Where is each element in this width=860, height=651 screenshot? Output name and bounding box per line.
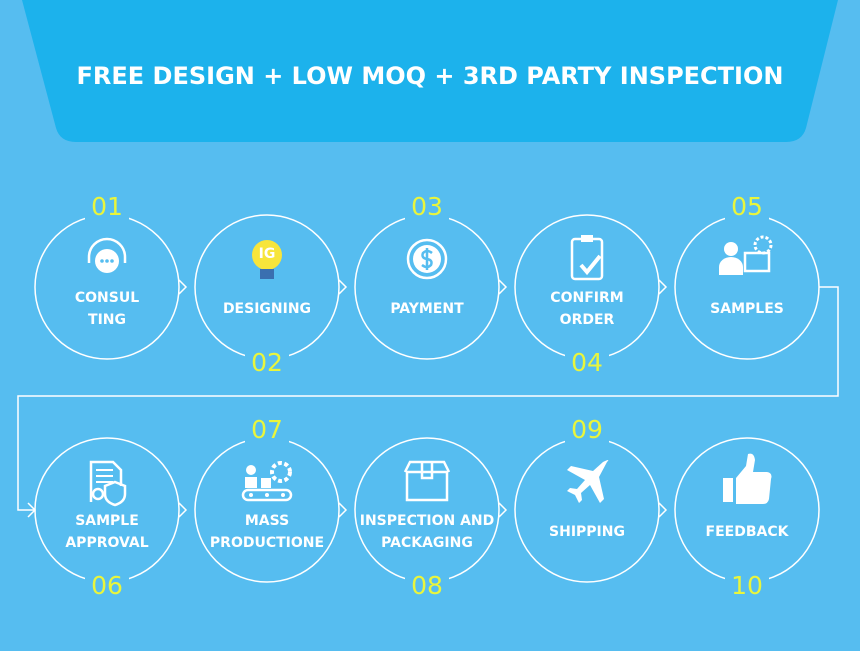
icon bbox=[252, 240, 282, 270]
icon bbox=[110, 259, 114, 263]
arrow bbox=[338, 502, 348, 518]
step-label: SHIPPING bbox=[549, 524, 625, 540]
arrow bbox=[658, 279, 668, 295]
step-label: PAYMENT bbox=[390, 301, 464, 317]
step-label: ORDER bbox=[560, 312, 615, 328]
icon bbox=[736, 453, 772, 504]
arrow bbox=[498, 279, 508, 295]
icon bbox=[723, 478, 733, 502]
number-bg bbox=[725, 194, 769, 222]
step-label: CONSUL bbox=[75, 290, 139, 306]
step-number: 01 bbox=[91, 192, 123, 221]
steps: 01 CONSUL TING 02 IG DESIGNING 03 PAYMENT 04 CONF… bbox=[27, 192, 820, 601]
icon bbox=[567, 460, 609, 503]
icon bbox=[743, 251, 771, 273]
number-bg bbox=[245, 350, 289, 378]
number-bg bbox=[85, 573, 129, 601]
icon bbox=[91, 487, 105, 501]
step-number: 08 bbox=[411, 571, 443, 600]
arrow bbox=[178, 279, 188, 295]
step-number: 09 bbox=[571, 415, 603, 444]
step-label: SAMPLES bbox=[710, 301, 784, 317]
icon bbox=[100, 259, 104, 263]
icon bbox=[260, 269, 274, 279]
icon bbox=[581, 235, 593, 242]
step-label: DESIGNING bbox=[223, 301, 311, 317]
icon bbox=[405, 470, 449, 502]
step-number: 02 bbox=[251, 348, 283, 377]
icon bbox=[261, 478, 271, 488]
step-label: FEEDBACK bbox=[706, 524, 790, 540]
number-bg bbox=[725, 573, 769, 601]
icon bbox=[103, 480, 127, 507]
step-label: TING bbox=[88, 312, 126, 328]
arrow bbox=[498, 502, 508, 518]
icon bbox=[246, 465, 256, 475]
title: FREE DESIGN + LOW MOQ + 3RD PARTY INSPEC… bbox=[77, 62, 784, 90]
icon bbox=[265, 493, 269, 497]
icon bbox=[719, 257, 743, 275]
number-bg bbox=[405, 573, 449, 601]
icon bbox=[406, 238, 448, 280]
icon bbox=[87, 237, 127, 263]
icon bbox=[245, 477, 257, 488]
icon bbox=[421, 248, 433, 270]
step-label: CONFIRM bbox=[550, 290, 623, 306]
step-label: PRODUCTIONE bbox=[210, 535, 324, 551]
step-number: 05 bbox=[731, 192, 763, 221]
icon bbox=[89, 460, 123, 502]
icon bbox=[579, 254, 602, 276]
icon bbox=[249, 493, 253, 497]
icon bbox=[105, 259, 109, 263]
number-bg bbox=[565, 417, 609, 445]
step-label: SAMPLE bbox=[75, 513, 139, 529]
icon bbox=[403, 460, 451, 480]
step-number: 06 bbox=[91, 571, 123, 600]
step-number: 03 bbox=[411, 192, 443, 221]
step-label: APPROVAL bbox=[65, 535, 148, 551]
icon bbox=[270, 461, 292, 483]
arrow bbox=[338, 279, 348, 295]
number-bg bbox=[405, 194, 449, 222]
icon bbox=[724, 242, 738, 256]
icon-text: IG bbox=[259, 246, 276, 262]
banner bbox=[22, 0, 838, 142]
step-number: 07 bbox=[251, 415, 283, 444]
arrow bbox=[658, 502, 668, 518]
icon bbox=[281, 493, 285, 497]
step-label: MASS bbox=[245, 513, 289, 529]
connector bbox=[17, 286, 839, 511]
arrow bbox=[27, 502, 37, 518]
arrow bbox=[178, 502, 188, 518]
icon bbox=[241, 488, 293, 502]
number-bg bbox=[565, 350, 609, 378]
number-bg bbox=[85, 194, 129, 222]
number-bg bbox=[245, 417, 289, 445]
step-number: 10 bbox=[731, 571, 763, 600]
step-number: 04 bbox=[571, 348, 603, 377]
step-label: PACKAGING bbox=[381, 535, 473, 551]
step-label: INSPECTION AND bbox=[360, 513, 495, 529]
